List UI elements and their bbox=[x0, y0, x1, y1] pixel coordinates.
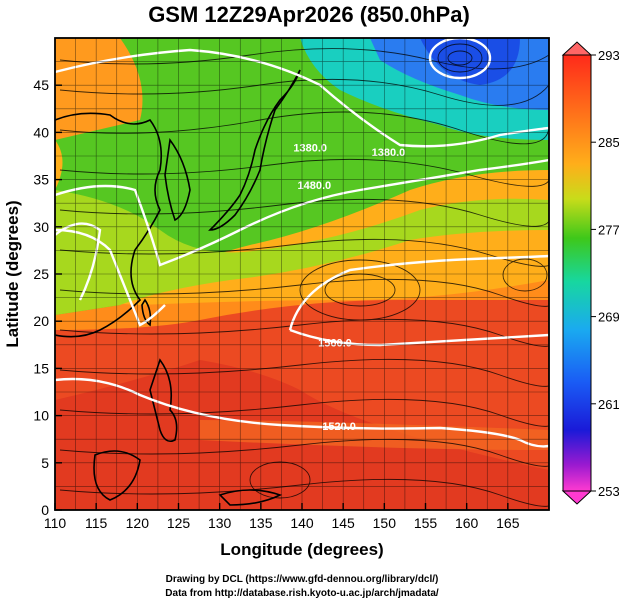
lat-lon-grid bbox=[55, 38, 549, 510]
x-tick-label: 115 bbox=[85, 515, 108, 531]
map-title: GSM 12Z29Apr2026 (850.0hPa) bbox=[148, 2, 470, 27]
contour-1520-band bbox=[55, 228, 166, 327]
contour-1380-upper bbox=[55, 48, 549, 148]
y-tick-label: 30 bbox=[33, 219, 49, 235]
x-tick-label: 145 bbox=[331, 515, 355, 531]
y-axis-title: Latitude (degrees) bbox=[3, 200, 22, 347]
y-tick-label: 0 bbox=[41, 502, 49, 518]
x-tick-label: 130 bbox=[208, 515, 232, 531]
x-tick-label: 150 bbox=[373, 515, 397, 531]
credit-drawing: Drawing by DCL (https://www.gfd-dennou.o… bbox=[166, 574, 439, 585]
colorbar-ticks: 293 285 277 269 261 253 bbox=[591, 48, 619, 499]
contour-high-ring bbox=[428, 38, 492, 80]
orange-lower-band bbox=[200, 420, 549, 450]
x-tick-label: 140 bbox=[290, 515, 314, 531]
colorbar-tick-label: 293 bbox=[598, 48, 619, 63]
contour-label: 1480.0 bbox=[298, 180, 332, 192]
contour-label: 1380.0 bbox=[372, 147, 406, 159]
y-tick-label: 20 bbox=[33, 313, 49, 329]
contour-label: 1520.0 bbox=[322, 421, 356, 433]
contour-label: 1380.0 bbox=[293, 142, 327, 154]
x-tick-label: 120 bbox=[126, 515, 150, 531]
colorbar-bottom-arrow bbox=[561, 490, 593, 505]
contour-1560 bbox=[288, 254, 549, 347]
y-tick-label: 45 bbox=[33, 77, 49, 93]
x-tick-label: 160 bbox=[455, 515, 479, 531]
contour-1480 bbox=[55, 158, 549, 267]
contour-label: 1560.0 bbox=[318, 338, 352, 350]
x-axis-title: Longitude (degrees) bbox=[220, 540, 383, 559]
colorbar-gradient bbox=[562, 54, 592, 492]
x-tick-label: 110 bbox=[44, 515, 67, 531]
colorbar-top-arrow bbox=[561, 41, 593, 56]
colorbar-tick-label: 269 bbox=[598, 310, 619, 325]
colorbar-tick-label: 253 bbox=[598, 484, 619, 499]
colorbar-tick-label: 261 bbox=[598, 397, 619, 412]
y-tick-label: 35 bbox=[33, 172, 49, 188]
x-tick-label: 125 bbox=[167, 515, 191, 531]
colorbar: 293 285 277 269 261 253 bbox=[561, 41, 619, 505]
contour-1560-west bbox=[55, 222, 102, 301]
y-tick-label: 5 bbox=[41, 455, 49, 471]
japan-outline bbox=[208, 69, 301, 231]
y-axis-ticks: 0 5 10 15 20 25 30 35 40 45 bbox=[33, 77, 62, 518]
y-tick-label: 40 bbox=[33, 124, 49, 140]
taiwan-outline bbox=[141, 298, 152, 327]
y-tick-label: 10 bbox=[33, 408, 49, 424]
x-tick-label: 155 bbox=[414, 515, 438, 531]
x-tick-label: 165 bbox=[496, 515, 520, 531]
korea-outline bbox=[164, 137, 191, 222]
colorbar-tick-label: 285 bbox=[598, 135, 619, 150]
x-axis-ticks: 110 115 120 125 130 135 140 145 150 155 160 165 bbox=[44, 503, 520, 531]
x-tick-label: 135 bbox=[249, 515, 273, 531]
colorbar-tick-label: 277 bbox=[598, 222, 619, 237]
asia-coastline bbox=[55, 112, 163, 338]
y-tick-label: 15 bbox=[33, 360, 49, 376]
y-tick-label: 25 bbox=[33, 266, 49, 282]
credit-data-source: Data from http://database.rish.kyoto-u.a… bbox=[165, 588, 439, 599]
